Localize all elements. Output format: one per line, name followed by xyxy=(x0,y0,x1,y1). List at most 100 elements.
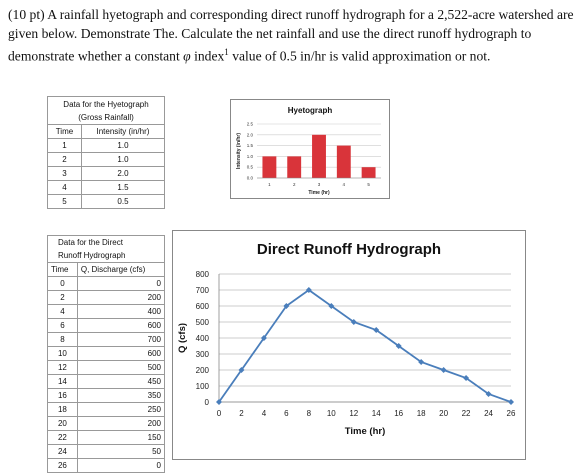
hydro-ytick-label: 700 xyxy=(196,286,210,295)
hyeto-xtick-label: 2 xyxy=(293,182,296,187)
hydro-value-cell: 500 xyxy=(76,360,166,375)
hydro-xtick-label: 6 xyxy=(284,409,289,418)
hydro-xtick-label: 18 xyxy=(417,409,426,418)
hydro-xtick-label: 26 xyxy=(507,409,516,418)
problem-statement: (10 pt) A rainfall hyetograph and corres… xyxy=(8,5,578,66)
hydro-xtick-label: 22 xyxy=(462,409,471,418)
hydro-data-point xyxy=(328,303,335,309)
footnote-marker: 1 xyxy=(224,47,229,57)
hydro-time-cell: 18 xyxy=(47,402,78,417)
hydro-ytick-label: 400 xyxy=(196,334,210,343)
hydro-xtick-label: 10 xyxy=(327,409,336,418)
hydro-xtick-label: 16 xyxy=(394,409,403,418)
hydro-row: 12 500 xyxy=(47,360,166,375)
hyeto-header-intensity: Intensity (in/hr) xyxy=(80,124,166,139)
hydro-xtick-label: 24 xyxy=(484,409,493,418)
hydro-time-cell: 6 xyxy=(47,318,78,333)
hydro-header-discharge: Q, Discharge (cfs) xyxy=(76,262,166,277)
hyeto-time-cell: 5 xyxy=(47,194,82,209)
hyeto-value-cell: 0.5 xyxy=(80,194,166,209)
hydro-xtick-label: 4 xyxy=(262,409,267,418)
problem-text-prefix: (10 pt) A rainfall hyetograph and corres… xyxy=(8,7,574,64)
hyeto-time-cell: 1 xyxy=(47,138,82,153)
hydro-row: 22 150 xyxy=(47,430,166,445)
hyeto-xtick-label: 5 xyxy=(367,182,370,187)
hydro-value-cell: 50 xyxy=(76,444,166,459)
hyetograph-title: Hyetograph xyxy=(287,106,333,115)
hyeto-ytick-label: 0.0 xyxy=(247,176,254,181)
hydro-row: 20 200 xyxy=(47,416,166,431)
hydro-value-cell: 0 xyxy=(76,458,166,473)
hyeto-ytick-label: 2.5 xyxy=(247,122,254,127)
hydro-data-point xyxy=(440,367,447,373)
hydrograph-title: Direct Runoff Hydrograph xyxy=(256,241,442,258)
hyeto-bar xyxy=(361,167,376,178)
hydro-value-cell: 200 xyxy=(76,290,166,305)
hydro-value-cell: 450 xyxy=(76,374,166,389)
hydro-value-cell: 250 xyxy=(76,402,166,417)
hydro-value-cell: 600 xyxy=(76,346,166,361)
hyeto-ytick-label: 1.0 xyxy=(247,154,254,159)
phi-symbol: φ xyxy=(183,48,191,64)
hyeto-time-cell: 2 xyxy=(47,152,82,167)
hydro-time-cell: 0 xyxy=(47,276,78,291)
hydro-ytick-label: 800 xyxy=(196,270,210,279)
hyeto-table-title-2: (Gross Rainfall) xyxy=(47,111,165,125)
hydro-ytick-label: 100 xyxy=(196,382,210,391)
hydro-xtick-label: 12 xyxy=(349,409,358,418)
hydro-time-cell: 14 xyxy=(47,374,78,389)
hydro-time-cell: 22 xyxy=(47,430,78,445)
index-word: index xyxy=(190,48,225,64)
hydro-row: 6 600 xyxy=(47,318,166,333)
hyetograph-chart: Hyetograph 0.0 0.5 1.0 1.5 2.0 2.5 1 2 3 4 5 Time (… xyxy=(230,99,390,199)
hyeto-bar xyxy=(336,145,351,178)
hydro-ytick-label: 0 xyxy=(205,398,210,407)
hydro-data-point xyxy=(238,367,245,373)
hyeto-header-time: Time xyxy=(47,124,82,139)
hydro-value-cell: 600 xyxy=(76,318,166,333)
hydro-data-point xyxy=(260,335,267,341)
hydro-row: 8 700 xyxy=(47,332,166,347)
hydro-xtick-label: 20 xyxy=(439,409,448,418)
hyeto-bar xyxy=(312,134,326,178)
hyeto-value-cell: 1.0 xyxy=(80,138,166,153)
hyeto-xtick-label: 1 xyxy=(268,182,271,187)
hydro-row: 2 200 xyxy=(47,290,166,305)
hydro-row: 26 0 xyxy=(47,458,166,473)
hyeto-time-cell: 3 xyxy=(47,166,82,181)
hydro-ytick-label: 300 xyxy=(196,350,210,359)
hyeto-xtick-label: 4 xyxy=(343,182,346,187)
hydro-row: 10 600 xyxy=(47,346,166,361)
hyeto-row: 3 2.0 xyxy=(47,166,166,181)
hydro-xtick-label: 0 xyxy=(217,409,222,418)
hydro-data-point xyxy=(283,303,290,309)
hydro-value-cell: 0 xyxy=(76,276,166,291)
hyeto-value-cell: 1.5 xyxy=(80,180,166,195)
hyeto-value-cell: 2.0 xyxy=(80,166,166,181)
hydro-row: 14 450 xyxy=(47,374,166,389)
hydro-series-line xyxy=(218,288,512,403)
hydro-time-cell: 4 xyxy=(47,304,78,319)
hydro-value-cell: 350 xyxy=(76,388,166,403)
hydro-header-time: Time xyxy=(47,262,78,277)
hydro-row: 16 350 xyxy=(47,388,166,403)
hydro-time-cell: 2 xyxy=(47,290,78,305)
hyeto-ytick-label: 0.5 xyxy=(247,165,254,170)
hydro-data-point xyxy=(373,327,380,333)
hydro-row: 24 50 xyxy=(47,444,166,459)
hydro-data-point xyxy=(418,359,425,365)
hydrograph-chart: Direct Runoff Hydrograph 0 100 200 300 400 50… xyxy=(172,230,526,460)
hyeto-table-title-1: Data for the Hyetograph xyxy=(47,96,165,111)
hydro-xtick-label: 8 xyxy=(307,409,312,418)
hydro-table-title-1: Data for the Direct xyxy=(47,235,165,249)
hydro-value-cell: 700 xyxy=(76,332,166,347)
hydro-row: 18 250 xyxy=(47,402,166,417)
hydro-value-cell: 200 xyxy=(76,416,166,431)
hydro-xlabel: Time (hr) xyxy=(345,426,385,437)
hydro-time-cell: 24 xyxy=(47,444,78,459)
hydro-time-cell: 20 xyxy=(47,416,78,431)
hydro-xtick-label: 14 xyxy=(372,409,381,418)
hydro-ytick-label: 200 xyxy=(196,366,210,375)
hydro-data-point xyxy=(485,391,492,397)
